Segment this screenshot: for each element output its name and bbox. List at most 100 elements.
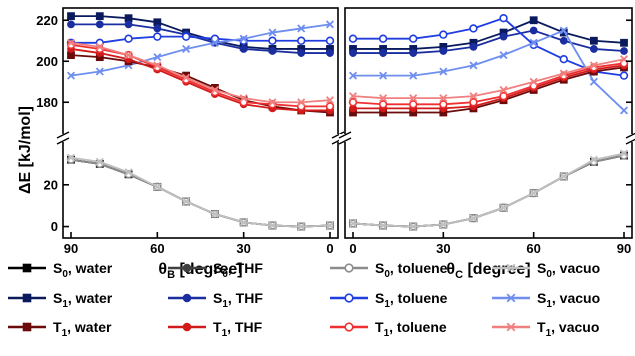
data-point: [379, 71, 388, 80]
data-point: [153, 61, 162, 70]
data-point: [153, 32, 162, 41]
x-tick-label: 90: [617, 241, 631, 256]
data-point: [439, 30, 448, 39]
series-s1-vacuo-panel-B: [66, 20, 335, 80]
series-line: [353, 64, 625, 110]
legend-swatch-marker: [344, 293, 354, 303]
data-point: [153, 24, 162, 33]
data-point: [559, 172, 568, 181]
data-point: [268, 98, 277, 107]
data-point: [529, 38, 538, 47]
axis-break-mark: [56, 137, 70, 145]
data-point: [325, 102, 335, 111]
data-point: [529, 77, 538, 86]
axis-break-gap: [57, 134, 69, 142]
data-point: [589, 61, 598, 70]
data-point: [379, 221, 388, 230]
data-point: [268, 28, 277, 37]
x-tick-label: 60: [526, 241, 540, 256]
data-point: [153, 53, 162, 62]
data-point: [124, 168, 133, 177]
data-point: [124, 51, 133, 60]
data-point: [297, 49, 306, 57]
data-point: [620, 38, 628, 47]
data-point: [325, 96, 335, 105]
series-line: [70, 156, 331, 228]
data-point: [439, 94, 448, 103]
legend-item: T1, water: [8, 319, 112, 339]
axis-break-mark: [338, 137, 352, 145]
data-point: [239, 34, 248, 43]
axis-break-mark: [625, 138, 635, 145]
data-point: [529, 26, 538, 35]
legend-label: S0, water: [53, 260, 113, 280]
series-line: [70, 54, 331, 114]
legend-item: T1, THF: [168, 319, 263, 339]
legend-label: S0, THF: [213, 260, 263, 280]
data-marks: [66, 12, 629, 231]
data-point: [348, 71, 358, 80]
data-point: [469, 61, 478, 70]
data-point: [325, 20, 335, 29]
legend-swatch-marker: [22, 322, 32, 332]
legend-swatch-marker: [344, 263, 354, 273]
data-point: [124, 34, 133, 43]
data-point: [559, 69, 568, 78]
data-point: [620, 47, 628, 55]
data-point: [66, 153, 76, 162]
panel-frame-C: [344, 7, 633, 239]
data-point: [529, 189, 538, 198]
data-point: [182, 73, 191, 82]
data-point: [379, 49, 388, 57]
data-point: [348, 34, 358, 43]
legend-item: S0, vacuo: [492, 260, 600, 280]
data-point: [182, 44, 191, 53]
legend-item: S0, toluene: [330, 260, 448, 280]
legend-swatch-marker: [182, 322, 192, 332]
data-point: [124, 20, 133, 29]
data-point: [589, 77, 598, 86]
legend-swatch-marker: [506, 322, 516, 332]
axis-break-mark: [331, 131, 345, 139]
series-line: [352, 58, 625, 100]
data-point: [239, 45, 248, 53]
data-point: [589, 36, 598, 45]
legend-label: S0, toluene: [375, 260, 448, 280]
data-point: [297, 24, 306, 33]
x-tick-label: 60: [150, 241, 164, 256]
data-point: [469, 98, 478, 107]
x-tick-label: 30: [236, 241, 250, 256]
data-point: [379, 94, 388, 103]
y-tick-label: 200: [36, 54, 58, 69]
data-point: [499, 32, 508, 41]
data-point: [210, 209, 219, 219]
legend-swatch-marker: [344, 322, 354, 332]
data-point: [409, 71, 418, 80]
data-point: [348, 98, 358, 107]
legend-label: T1, vacuo: [537, 319, 599, 339]
legend-label: T1, water: [53, 319, 112, 339]
legend-label: S1, toluene: [375, 290, 448, 310]
series-line: [353, 29, 625, 112]
data-point: [325, 36, 335, 45]
data-point: [619, 71, 629, 80]
series-line: [70, 41, 331, 104]
series-line: [70, 158, 331, 228]
series-line: [352, 152, 625, 228]
axis-break-mark: [56, 131, 70, 139]
series-line: [353, 19, 625, 50]
axis-break-gap: [332, 134, 344, 142]
axis-break-gap: [339, 134, 351, 142]
legend-swatch-marker: [182, 293, 192, 303]
series-line: [353, 17, 625, 77]
data-point: [349, 49, 357, 57]
data-point: [409, 222, 418, 231]
data-point: [499, 14, 508, 23]
series-s0-vacuo-panel-B: [66, 153, 335, 231]
axis-break-gap: [626, 134, 635, 142]
x-tick-label: 0: [349, 241, 356, 256]
data-point: [95, 42, 104, 51]
data-point: [182, 197, 191, 206]
data-point: [95, 157, 104, 166]
data-point: [297, 222, 306, 231]
